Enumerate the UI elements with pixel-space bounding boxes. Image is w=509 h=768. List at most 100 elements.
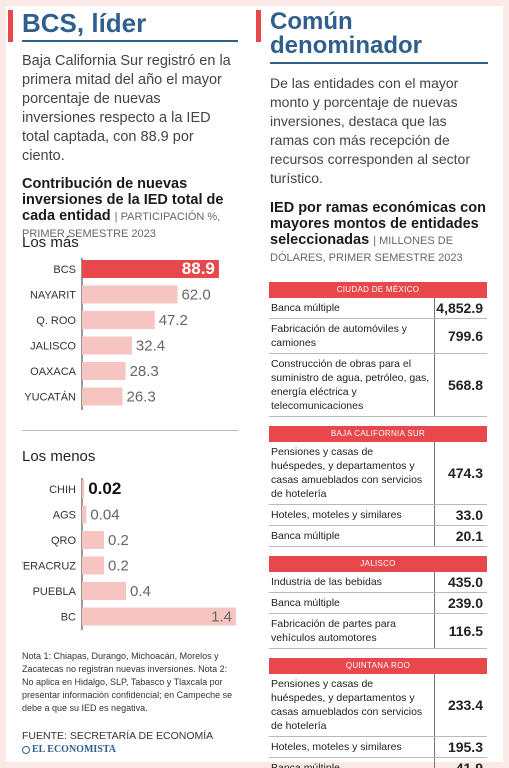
category-label: OAXACA [30, 366, 77, 378]
table-row: Construcción de obras para el suministro… [269, 354, 487, 417]
table-row-value: 799.6 [447, 328, 483, 344]
table-row: Pensiones y casas de huéspedes, y depart… [269, 674, 487, 737]
table-row: Fabricación de automóviles y camiones 799… [269, 319, 487, 354]
left-chart-unit: | PARTICIPACIÓN %, PRIMER SEMESTRE 2023 [22, 211, 221, 240]
table-row-label: Banca múltiple [269, 298, 435, 318]
right-title: Común denominador [270, 8, 423, 59]
table-row-value: 116.5 [448, 623, 483, 639]
table-row: Industria de las bebidas 435.0 [269, 572, 487, 593]
label-los-mas: Los más [22, 234, 79, 251]
table-row: Banca múltiple 20.1 [269, 526, 487, 547]
footnotes: Nota 1: Chiapas, Durango, Michoacán, Mor… [22, 651, 233, 713]
table-group: JALISCO Industria de las bebidas 435.0 Banc… [269, 556, 487, 649]
table-row-value: 568.8 [447, 377, 483, 393]
table-row-label: Hoteles, moteles y similares [269, 505, 435, 525]
table-group: CIUDAD DE MÉXICO Banca múltiple 4,852.9 Fab… [269, 282, 487, 417]
table-row-label: Banca múltiple [269, 593, 435, 613]
table-row-label: Pensiones y casas de huéspedes, y depart… [269, 442, 435, 504]
brand-logo: EL ECONOMISTA [22, 744, 116, 755]
table-row-label: Fabricación de partes para vehículos aut… [269, 614, 435, 648]
table-row: Banca múltiple 239.0 [269, 593, 487, 614]
table-row-value: 195.3 [447, 739, 483, 755]
bar [82, 387, 123, 406]
table-row-value: 239.0 [447, 595, 483, 611]
category-label: QRO [51, 535, 77, 547]
value-label: 1.4 [211, 609, 232, 626]
table-row-value: 33.0 [455, 507, 483, 523]
table-row-label: Banca múltiple [269, 526, 435, 546]
table-row-value: 4,852.9 [436, 300, 483, 316]
value-label: 62.0 [181, 287, 210, 304]
table-row-value: 20.1 [455, 528, 483, 544]
table-group-header: JALISCO [269, 556, 487, 572]
section-divider [22, 430, 238, 431]
category-label: PUEBLA [33, 586, 77, 598]
bar [82, 260, 219, 278]
bar [82, 505, 87, 524]
category-label: VERACRUZ [22, 561, 76, 573]
table-row: Banca múltiple 4,852.9 [269, 298, 487, 319]
table-row-label: Pensiones y casas de huéspedes, y depart… [269, 674, 435, 736]
brand-name: EL ECONOMISTA [32, 744, 116, 755]
value-label: 32.4 [136, 338, 165, 355]
right-table-unit: | MILLONES DE DÓLARES, PRIMER SEMESTRE 2… [270, 235, 463, 264]
category-label: CHIH [49, 484, 76, 496]
left-lead: Baja California Sur registró en la prime… [22, 53, 231, 164]
table-row-label: Industria de las bebidas [269, 572, 435, 592]
table-row-label: Hoteles, moteles y similares [269, 737, 435, 757]
value-label: 0.02 [88, 479, 121, 498]
category-label: NAYARIT [30, 290, 76, 302]
ied-table: CIUDAD DE MÉXICO Banca múltiple 4,852.9 Fab… [269, 282, 487, 768]
category-label: JALISCO [30, 341, 76, 353]
table-row: Fabricación de partes para vehículos aut… [269, 614, 487, 649]
table-row-value: 435.0 [447, 574, 483, 590]
right-title-rule [270, 62, 488, 64]
bar [82, 607, 236, 626]
bar [82, 362, 126, 380]
right-lead: De las entidades con el mayor monto y po… [270, 75, 470, 186]
bar [82, 285, 178, 304]
source-line: FUENTE: SECRETARÍA DE ECONOMÍA [22, 730, 214, 742]
infographic-page [6, 6, 503, 762]
table-group: BAJA CALIFORNIA SUR Pensiones y casas de … [269, 426, 487, 547]
value-label: 0.4 [130, 583, 151, 600]
table-row: Hoteles, moteles y similares 195.3 [269, 737, 487, 758]
category-label: BC [61, 612, 76, 624]
right-column: Común denominador De las entidades con e… [270, 10, 488, 266]
table-group: QUINTANA ROO Pensiones y casas de huésped… [269, 658, 487, 768]
table-group-header: BAJA CALIFORNIA SUR [269, 426, 487, 442]
value-label: 26.3 [127, 389, 156, 406]
right-table-title: IED por ramas económicas con mayores mon… [270, 200, 486, 248]
category-label: BCS [53, 264, 76, 276]
table-row-value: 474.3 [447, 465, 483, 481]
table-group-header: CIUDAD DE MÉXICO [269, 282, 487, 298]
category-label: YUCATÁN [24, 391, 76, 404]
chart-los-mas: BCS 88.9 NAYARIT 62.0 Q. ROO 47.2 JALISCO 32.4 O… [24, 258, 219, 410]
left-title-rule [22, 40, 238, 42]
bar [82, 582, 126, 600]
category-label: AGS [53, 510, 76, 522]
table-row: Pensiones y casas de huéspedes, y depart… [269, 442, 487, 505]
table-group-header: QUINTANA ROO [269, 658, 487, 674]
table-row: Hoteles, moteles y similares 33.0 [269, 505, 487, 526]
bar [82, 480, 85, 498]
table-row-value: 41.9 [455, 760, 483, 768]
table-row-value: 233.4 [447, 697, 483, 713]
bar [82, 531, 104, 549]
bar [82, 556, 104, 575]
value-label: 88.9 [182, 259, 215, 278]
table-row-label: Banca múltiple [269, 758, 435, 768]
bar [82, 336, 132, 355]
table-row-label: Fabricación de automóviles y camiones [269, 319, 435, 353]
left-column: BCS, líder Baja California Sur registró … [22, 10, 238, 242]
right-accent-bar [256, 10, 261, 42]
right-table-heading: IED por ramas económicas con mayores mon… [270, 200, 488, 266]
table-row: Banca múltiple 41.9 [269, 758, 487, 768]
value-label: 0.2 [108, 532, 129, 549]
left-title: BCS, líder [22, 8, 147, 38]
value-label: 28.3 [130, 363, 159, 380]
left-chart-heading: Contribución de nuevas inversiones de la… [22, 176, 238, 242]
table-row-label: Construcción de obras para el suministro… [269, 354, 435, 416]
value-label: 0.04 [90, 507, 119, 524]
bar [82, 311, 155, 329]
